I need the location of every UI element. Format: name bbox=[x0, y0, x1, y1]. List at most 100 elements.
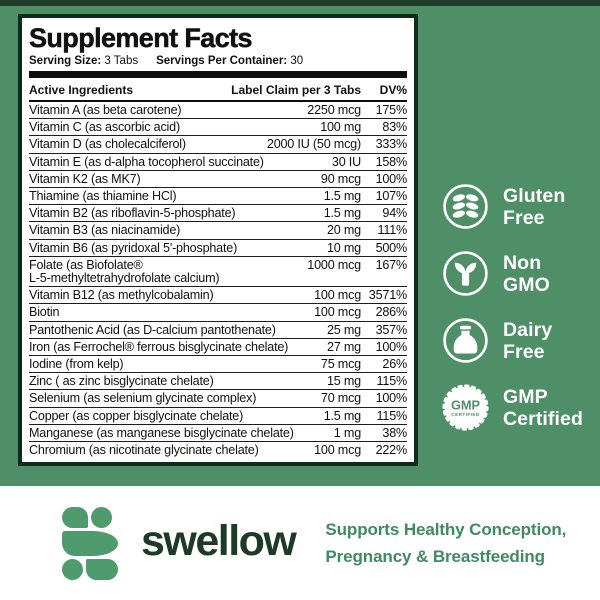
ingredient-dv-percent: 111% bbox=[377, 223, 407, 238]
ingredient-amount: 1000 mcg bbox=[307, 257, 361, 272]
badge-label-line2: GMO bbox=[503, 273, 550, 296]
wheat-icon bbox=[443, 184, 488, 229]
thick-divider-bar bbox=[29, 71, 407, 78]
ingredient-dv-percent: 100% bbox=[375, 339, 408, 354]
sprout-icon bbox=[443, 251, 488, 296]
ingredient-amount: 25 mg bbox=[326, 322, 361, 337]
ingredient-row: Vitamin B12 (as methylcobalamin) 100 mcg 3… bbox=[29, 286, 407, 303]
ingredient-name: Iron (as Ferrochel® ferrous bisglycinate… bbox=[29, 339, 289, 354]
badge-label-line1: Dairy bbox=[503, 318, 553, 341]
ingredient-dv-percent: 100% bbox=[375, 171, 408, 186]
badge-label-line1: GMP bbox=[503, 385, 548, 408]
ingredient-name: Vitamin D (as cholecalciferol) bbox=[29, 137, 186, 152]
logo-leaf-shape bbox=[62, 530, 118, 556]
serving-info: Serving Size: 3 Tabs Servings Per Contai… bbox=[29, 55, 407, 67]
ingredient-name: Manganese (as manganese bisglycinate che… bbox=[29, 425, 294, 440]
ingredient-row: Vitamin D (as cholecalciferol) 2000 IU (5… bbox=[29, 135, 407, 152]
ingredient-dv-percent: 83% bbox=[382, 120, 407, 135]
ingredient-row: Vitamin E (as d-alpha tocopherol succina… bbox=[29, 152, 407, 170]
ingredient-name: Vitamin A (as beta carotene) bbox=[29, 103, 182, 117]
badge-label-line2: Free bbox=[503, 340, 545, 363]
ingredient-dv-percent: 357% bbox=[375, 322, 408, 337]
ingredient-dv-percent: 175% bbox=[375, 103, 408, 117]
ingredient-amount: 100 mcg bbox=[314, 305, 361, 320]
ingredient-row: Vitamin K2 (as MK7) 90 mcg 100% bbox=[29, 169, 408, 187]
green-background: Supplement Facts Serving Size: 3 Tabs Se… bbox=[0, 0, 600, 486]
ingredient-row: Iron (as Ferrochel® ferrous bisglycinate… bbox=[29, 337, 408, 355]
ingredient-amount: 90 mcg bbox=[320, 171, 361, 186]
servings-per-container: Servings Per Container: 30 bbox=[156, 55, 303, 67]
ingredient-row: Vitamin B6 (as pyridoxal 5'-phosphate) 10… bbox=[29, 238, 408, 256]
ingredient-name: Iodine (from kelp) bbox=[29, 357, 124, 372]
logo-leaf-shape bbox=[86, 558, 118, 580]
tagline-line1: Supports Healthy Conception, bbox=[325, 520, 567, 539]
ingredient-amount: 2250 mcg bbox=[307, 103, 361, 117]
serving-size: Serving Size: 3 Tabs bbox=[29, 55, 138, 67]
ingredient-name: Chromium (as nicotinate glycinate chelat… bbox=[29, 443, 259, 458]
column-header-ingredient: Active Ingredients bbox=[29, 83, 134, 97]
ingredient-amount: 15 mg bbox=[326, 374, 361, 389]
ingredient-name: Copper (as copper bisglycinate chelate) bbox=[29, 408, 244, 423]
certification-badges: Gluten Free Non GMO bbox=[441, 182, 583, 432]
logo-leaf-shape bbox=[62, 506, 88, 528]
ingredient-amount: 1.5 mg bbox=[323, 189, 362, 204]
logo-circle-shape bbox=[91, 506, 112, 528]
swellow-logo-icon bbox=[62, 506, 118, 580]
badge-gluten-free: Gluten Free bbox=[441, 182, 583, 231]
column-header-dv: DV% bbox=[379, 83, 407, 97]
supplement-facts-panel: Supplement Facts Serving Size: 3 Tabs Se… bbox=[18, 14, 418, 467]
ingredient-amount: 10 mg bbox=[326, 240, 361, 255]
ingredient-dv-percent: 38% bbox=[382, 425, 407, 440]
ingredient-name: Zinc ( as zinc bisglycinate chelate) bbox=[29, 374, 214, 389]
tagline-line2: Pregnancy & Breastfeeding bbox=[325, 547, 545, 566]
badge-dairy-free: Dairy Free bbox=[441, 316, 583, 365]
ingredient-dv-percent: 115% bbox=[376, 408, 408, 423]
ingredient-name: Thiamine (as thiamine HCl) bbox=[29, 189, 177, 204]
ingredient-row: Folate (as Biofolate® L-5-methyltetrahydr… bbox=[29, 255, 407, 286]
ingredient-row: Pantothenic Acid (as D-calcium pantothen… bbox=[29, 320, 408, 338]
logo-circle-shape bbox=[62, 558, 83, 580]
ingredient-dv-percent: 333% bbox=[375, 137, 408, 152]
ingredient-dv-percent: 500% bbox=[375, 240, 408, 255]
ingredient-amount: 20 mg bbox=[326, 223, 361, 238]
ingredient-row: Iodine (from kelp) 75 mcg 26% bbox=[29, 355, 407, 372]
ingredient-amount: 1 mg bbox=[333, 425, 361, 440]
footer-brand-bar: swellow Supports Healthy Conception, Pre… bbox=[0, 486, 600, 600]
table-header-row: Active Ingredients Label Claim per 3 Tab… bbox=[29, 78, 407, 102]
ingredient-row: Chromium (as nicotinate glycinate chelat… bbox=[29, 441, 407, 458]
brand-wordmark: swellow bbox=[141, 516, 297, 565]
ingredient-row: Thiamine (as thiamine HCl) 1.5 mg 107% bbox=[29, 187, 407, 204]
ingredient-row: Biotin 100 mcg 286% bbox=[29, 303, 407, 320]
ingredient-name: Folate (as Biofolate® L-5-methyltetrahydr… bbox=[29, 257, 220, 286]
badge-label-line2: Certified bbox=[503, 407, 583, 430]
ingredient-name: Biotin bbox=[29, 305, 60, 320]
ingredient-dv-percent: 100% bbox=[375, 391, 408, 406]
ingredient-name: Vitamin B2 (as riboflavin-5-phosphate) bbox=[29, 206, 236, 221]
ingredient-amount: 2000 IU (50 mcg) bbox=[266, 137, 361, 152]
ingredient-name: Vitamin B3 (as niacinamide) bbox=[29, 223, 181, 238]
ingredient-amount: 100 mcg bbox=[314, 443, 361, 458]
top-dark-strip bbox=[0, 0, 600, 6]
ingredient-dv-percent: 94% bbox=[382, 206, 407, 221]
ingredient-name: Vitamin C (as ascorbic acid) bbox=[29, 120, 180, 135]
servings-per-container-value: 30 bbox=[290, 55, 304, 67]
ingredient-row: Manganese (as manganese bisglycinate che… bbox=[29, 423, 407, 441]
milk-bottle-icon bbox=[443, 318, 488, 363]
ingredient-row: Vitamin A (as beta carotene) 2250 mcg 175% bbox=[29, 102, 407, 118]
panel-title: Supplement Facts bbox=[29, 23, 253, 54]
badge-label: Dairy Free bbox=[503, 319, 552, 363]
ingredient-name: Vitamin K2 (as MK7) bbox=[29, 171, 141, 186]
ingredient-name: Vitamin B12 (as methylcobalamin) bbox=[29, 288, 214, 303]
ingredient-amount: 1.5 mg bbox=[323, 408, 362, 423]
ingredient-dv-percent: 222% bbox=[375, 443, 408, 458]
ingredient-row: Selenium (as selenium glycinate complex)… bbox=[29, 389, 407, 406]
ingredient-row: Vitamin B3 (as niacinamide) 20 mg 111% bbox=[29, 221, 407, 238]
ingredient-amount: 27 mg bbox=[326, 339, 361, 354]
badge-label-line1: Gluten bbox=[503, 184, 566, 207]
ingredient-amount: 100 mcg bbox=[314, 288, 361, 303]
gmp-seal-icon: GMP CERTIFIED bbox=[442, 384, 489, 431]
ingredient-name: Pantothenic Acid (as D-calcium pantothen… bbox=[29, 322, 276, 337]
product-tagline: Supports Healthy Conception, Pregnancy &… bbox=[325, 516, 566, 570]
serving-size-value: 3 Tabs bbox=[104, 55, 139, 67]
